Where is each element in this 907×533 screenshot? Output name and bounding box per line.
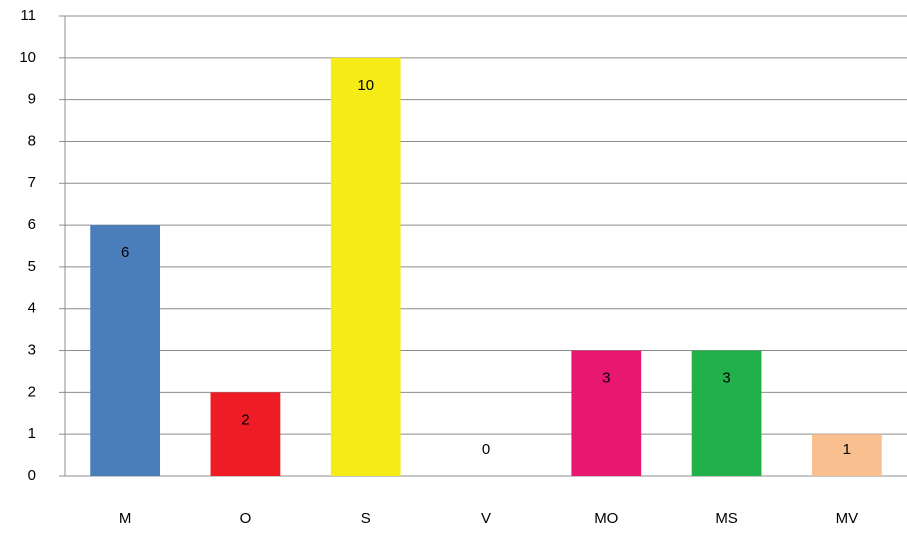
data-label: 3 bbox=[722, 370, 730, 387]
y-tick-label: 1 bbox=[28, 425, 36, 442]
y-tick-label: 8 bbox=[28, 132, 36, 149]
data-label: 10 bbox=[357, 77, 374, 94]
data-label: 2 bbox=[241, 411, 249, 428]
x-tick-label: V bbox=[481, 510, 491, 527]
x-tick-label: MO bbox=[594, 510, 618, 527]
y-tick-label: 10 bbox=[19, 49, 36, 66]
data-label: 1 bbox=[843, 441, 851, 458]
y-tick-label: 2 bbox=[28, 383, 36, 400]
data-label: 6 bbox=[121, 244, 129, 261]
bar bbox=[330, 57, 401, 477]
y-tick-label: 3 bbox=[28, 342, 36, 359]
bar bbox=[811, 434, 882, 476]
x-tick-label: MS bbox=[715, 510, 738, 527]
y-tick-label: 4 bbox=[28, 300, 36, 317]
y-tick-label: 11 bbox=[20, 7, 36, 24]
bar bbox=[691, 350, 762, 476]
x-tick-label: O bbox=[240, 510, 252, 527]
bar bbox=[571, 350, 642, 476]
data-label: 0 bbox=[482, 441, 490, 458]
bar bbox=[210, 392, 281, 476]
x-tick-label: M bbox=[119, 510, 132, 527]
y-tick-label: 7 bbox=[28, 174, 36, 191]
data-label: 3 bbox=[602, 370, 610, 387]
x-tick-label: S bbox=[361, 510, 371, 527]
y-tick-label: 6 bbox=[28, 216, 36, 233]
y-tick-label: 9 bbox=[28, 91, 36, 108]
x-tick-label: MV bbox=[836, 510, 859, 527]
bar bbox=[90, 225, 161, 476]
y-tick-label: 5 bbox=[28, 258, 36, 275]
y-tick-label: 0 bbox=[28, 467, 36, 484]
